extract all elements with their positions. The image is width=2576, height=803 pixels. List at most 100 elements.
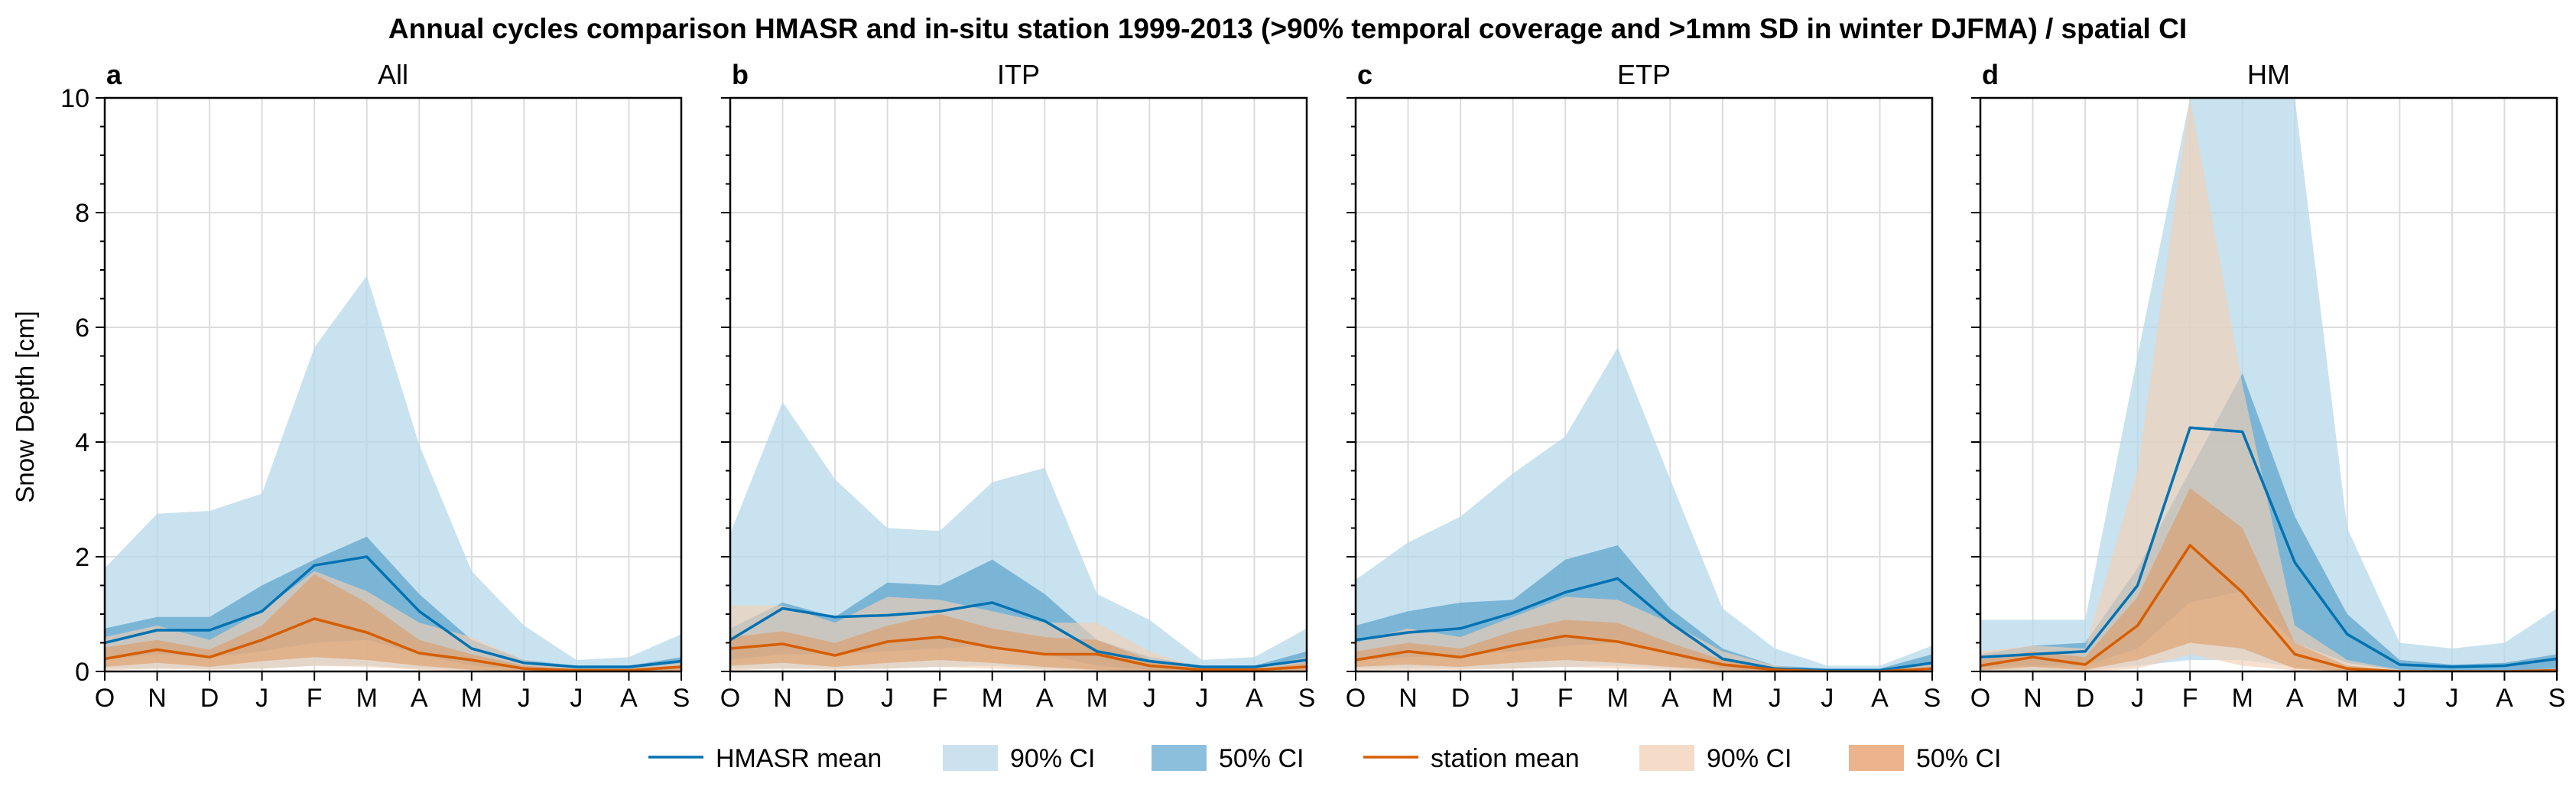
legend-item: station mean [1363, 744, 1580, 773]
x-tick-label: N [2023, 684, 2042, 713]
x-tick-label: A [411, 684, 428, 713]
x-tick-label: D [200, 684, 219, 713]
x-tick-label: J [2393, 684, 2406, 713]
station-ci50-band [1356, 619, 1932, 671]
y-tick-label: 0 [75, 658, 89, 687]
x-tick-label: O [95, 684, 115, 713]
x-tick-label: J [881, 684, 894, 713]
x-tick-label: J [570, 684, 583, 713]
panel-letter: b [732, 59, 749, 90]
legend-patch-swatch [1849, 745, 1904, 771]
x-tick-label: O [1346, 684, 1366, 713]
panel-letter: a [106, 59, 122, 90]
x-tick-label: N [1398, 684, 1418, 713]
legend: HMASR mean 90% CI 50% CI station mean 90% CI… [648, 744, 2002, 773]
hmasr-mean-line [1980, 426, 2557, 668]
y-axis-label: Snow Depth [cm] [11, 310, 39, 502]
plot-area [105, 275, 681, 671]
panel-title: ITP [997, 59, 1040, 90]
x-tick-label: N [773, 684, 792, 713]
legend-item: 50% CI [1849, 744, 2002, 773]
legend-patch-swatch [943, 745, 998, 771]
y-tick-label: 4 [75, 428, 89, 457]
panel-title: ETP [1617, 59, 1671, 90]
x-tick-label: S [1298, 684, 1316, 713]
x-tick-label: A [2496, 684, 2513, 713]
legend-label: station mean [1431, 744, 1580, 773]
panel-c: O N D J F M A M J J A Sc ETP [1346, 59, 1941, 713]
x-tick-label: N [148, 684, 167, 713]
hmasr-mean-line [105, 555, 681, 668]
station-mean-line [105, 617, 681, 671]
x-tick-label: J [2445, 684, 2458, 713]
x-tick-label: A [1246, 684, 1263, 713]
plot-area [730, 402, 1307, 671]
y-tick-label: 2 [75, 543, 89, 572]
panel-d: O N D J F M A M J J A Sd HM [1970, 59, 2566, 713]
legend-item: 90% CI [943, 744, 1096, 773]
x-tick-label: J [1143, 684, 1156, 713]
panel-a: O N D J F M A M J J A S 0 2 4 6 8 10 a All [60, 59, 690, 713]
legend-item: 90% CI [1639, 744, 1792, 773]
panel-title: All [378, 59, 408, 90]
x-tick-label: M [461, 684, 482, 713]
legend-item: HMASR mean [648, 744, 882, 773]
legend-label: 90% CI [1010, 744, 1096, 773]
legend-label: HMASR mean [716, 744, 882, 773]
station-ci90-band [1980, 98, 2557, 671]
legend-patch-swatch [1639, 745, 1694, 771]
x-tick-label: D [826, 684, 845, 713]
station-mean-line [730, 636, 1307, 671]
x-tick-label: J [1769, 684, 1782, 713]
y-tick-label: 8 [75, 199, 89, 228]
plot-area [1356, 347, 1932, 671]
x-tick-label: D [2076, 684, 2095, 713]
legend-label: 50% CI [1219, 744, 1304, 773]
panel-letter: c [1357, 59, 1372, 90]
x-tick-label: S [2548, 684, 2566, 713]
x-tick-label: J [255, 684, 268, 713]
station-ci50-band [730, 614, 1307, 671]
station-mean-line [1356, 634, 1932, 671]
x-tick-label: A [1871, 684, 1889, 713]
legend-label: 90% CI [1707, 744, 1792, 773]
x-tick-label: F [2182, 684, 2198, 713]
y-tick-label: 10 [60, 84, 89, 113]
x-tick-label: M [356, 684, 378, 713]
x-tick-label: F [307, 684, 323, 713]
hmasr-ci90-band [105, 275, 681, 671]
x-tick-label: M [1087, 684, 1108, 713]
x-tick-label: M [1607, 684, 1629, 713]
station-mean-line [1980, 544, 2557, 671]
plot-area [1980, 98, 2557, 671]
x-tick-label: A [2286, 684, 2304, 713]
x-tick-label: A [1662, 684, 1679, 713]
legend-item: 50% CI [1152, 744, 1304, 773]
x-tick-label: J [1821, 684, 1834, 713]
panel-letter: d [1982, 59, 1999, 90]
x-tick-label: J [1195, 684, 1208, 713]
figure-title: Annual cycles comparison HMASR and in-si… [388, 13, 2187, 44]
station-ci50-band [105, 574, 681, 671]
station-ci50-band [1980, 488, 2557, 671]
x-tick-label: M [982, 684, 1003, 713]
x-tick-label: A [1036, 684, 1054, 713]
x-tick-label: M [1712, 684, 1733, 713]
x-tick-label: J [2131, 684, 2144, 713]
x-tick-label: S [1924, 684, 1941, 713]
legend-patch-swatch [1152, 745, 1207, 771]
legend-label: 50% CI [1916, 744, 2002, 773]
x-tick-label: J [1506, 684, 1519, 713]
x-tick-label: A [620, 684, 638, 713]
hmasr-ci90-band [1356, 347, 1932, 671]
panel-b: O N D J F M A M J J A Sb ITP [720, 59, 1316, 713]
x-tick-label: F [932, 684, 948, 713]
x-tick-label: F [1558, 684, 1574, 713]
x-tick-label: O [1970, 684, 1990, 713]
x-tick-label: S [673, 684, 690, 713]
hmasr-mean-line [730, 601, 1307, 668]
panel-title: HM [2247, 59, 2290, 90]
x-tick-label: O [720, 684, 740, 713]
